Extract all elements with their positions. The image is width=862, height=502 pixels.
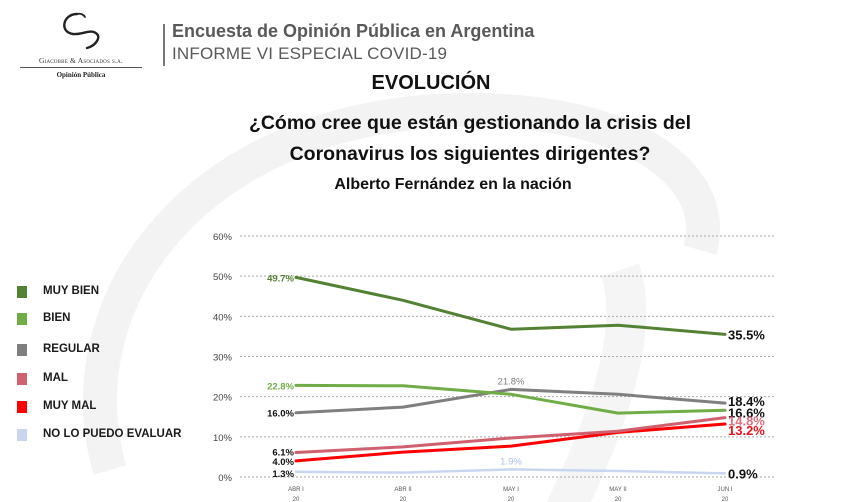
data-label: 22.8% xyxy=(267,381,294,392)
x-tick-year: 20 xyxy=(615,497,622,502)
data-label: 16.6% xyxy=(728,405,765,420)
data-label: 0.9% xyxy=(728,466,758,481)
data-label: 21.8% xyxy=(498,376,525,387)
legend-swatch xyxy=(17,401,27,413)
legend-label: MUY BIEN xyxy=(43,285,100,297)
data-label: 4.0% xyxy=(272,457,294,468)
slide-heading: EVOLUCIÓN xyxy=(371,72,491,94)
x-tick-year: 20 xyxy=(400,497,407,502)
legend-label: MAL xyxy=(43,372,68,384)
y-tick-label: 40% xyxy=(213,312,233,323)
series-line-mal xyxy=(294,416,727,454)
legend-swatch xyxy=(17,313,27,325)
data-label: 18.4% xyxy=(728,394,765,409)
data-label: 14.8% xyxy=(728,414,765,429)
data-label: 13.2% xyxy=(728,423,765,438)
legend-label: REGULAR xyxy=(43,343,100,355)
x-tick-label: MAY I xyxy=(503,487,519,493)
legend-label: MUY MAL xyxy=(43,400,97,412)
legend-swatch xyxy=(17,344,27,356)
series-line-regular xyxy=(294,387,727,415)
y-tick-label: 0% xyxy=(218,473,232,484)
data-label: 35.5% xyxy=(728,327,765,342)
firm-tagline: Opinión Pública xyxy=(56,71,106,79)
data-label: 16.0% xyxy=(267,409,294,420)
y-tick-label: 10% xyxy=(213,433,233,444)
x-tick-year: 20 xyxy=(293,497,300,502)
y-tick-label: 30% xyxy=(213,353,233,364)
data-label: 49.7% xyxy=(267,273,294,284)
x-tick-label: ABR I xyxy=(288,487,304,493)
giacobbe-logo-icon xyxy=(63,12,100,50)
data-label: 1.3% xyxy=(272,469,294,480)
series-line-muy-bien xyxy=(294,275,727,336)
x-tick-label: MAY II xyxy=(609,487,627,493)
y-tick-label: 20% xyxy=(213,393,233,404)
survey-question-line-1: ¿Cómo cree que están gestionando la cris… xyxy=(248,112,692,134)
legend-label: BIEN xyxy=(43,312,71,324)
x-tick-label: ABR II xyxy=(394,487,412,493)
report-subtitle: INFORME VI ESPECIAL COVID-19 xyxy=(172,44,448,63)
header-divider xyxy=(163,24,165,66)
x-tick-year: 20 xyxy=(508,497,515,502)
x-tick-label: JUN I xyxy=(718,487,733,493)
series-line-bien xyxy=(294,383,727,415)
legend-label: NO LO PUEDO EVALUAR xyxy=(43,428,182,440)
x-tick-year: 20 xyxy=(722,497,729,502)
company-logo: Giacobbe & Asociados s.a. Opinión Públic… xyxy=(20,8,142,88)
y-tick-label: 60% xyxy=(213,232,233,243)
survey-question: ¿Cómo cree que están gestionando la cris… xyxy=(200,108,740,170)
series-line-muy-mal xyxy=(294,422,727,463)
report-title: Encuesta de Opinión Pública en Argentina xyxy=(172,21,535,41)
survey-question-line-2: Coronavirus los siguientes dirigentes? xyxy=(289,143,651,165)
y-tick-label: 50% xyxy=(213,272,233,283)
legend-swatch xyxy=(17,286,27,298)
legend-swatch xyxy=(17,373,27,385)
data-label: 1.9% xyxy=(500,456,522,467)
legend-swatch xyxy=(17,429,27,441)
series-line-no-lo-puedo-evaluar xyxy=(294,468,727,475)
data-label: 6.1% xyxy=(272,447,294,458)
chart-title: Alberto Fernández en la nación xyxy=(334,176,572,193)
firm-name: Giacobbe & Asociados s.a. xyxy=(20,56,142,68)
